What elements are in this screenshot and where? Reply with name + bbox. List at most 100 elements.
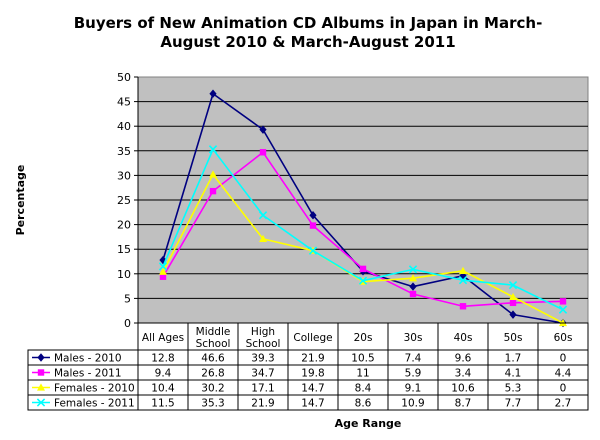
data-label: 7.4 — [405, 353, 422, 365]
data-label: 3.4 — [455, 368, 472, 380]
data-label: 5.9 — [405, 368, 422, 380]
data-point — [259, 234, 267, 242]
data-label: 46.6 — [201, 353, 225, 365]
data-label: 39.3 — [251, 353, 274, 365]
data-point — [409, 282, 417, 291]
y-tick-label: 20 — [117, 219, 131, 232]
data-point — [209, 89, 217, 98]
data-point — [509, 310, 517, 319]
legend-entry: Males - 2010 — [32, 353, 122, 365]
y-tick-label: 50 — [117, 71, 131, 84]
data-label: 26.8 — [201, 368, 224, 380]
legend-marker — [37, 383, 45, 391]
category-label: College — [293, 332, 332, 344]
data-point — [458, 276, 468, 285]
category-label-line: High — [251, 326, 275, 338]
legend-entry: Females - 2010 — [32, 383, 135, 395]
data-point — [159, 267, 167, 275]
data-label: 11 — [356, 368, 369, 380]
data-point — [158, 262, 168, 271]
data-label: 10.4 — [151, 383, 175, 395]
y-tick-label: 35 — [117, 145, 131, 158]
data-point — [408, 265, 418, 274]
marker-stroke — [36, 398, 46, 407]
y-tick-label: 25 — [117, 194, 131, 207]
category-label-line: Middle — [196, 326, 231, 338]
data-label: 19.8 — [301, 368, 324, 380]
series-4 — [158, 145, 568, 314]
data-label: 10.5 — [351, 353, 374, 365]
data-label: 0 — [560, 353, 567, 365]
marker-stroke — [258, 211, 268, 220]
data-label: 8.4 — [355, 383, 372, 395]
legend-marker — [37, 369, 45, 376]
y-tick-label: 40 — [117, 120, 131, 133]
y-tick-label: 0 — [124, 317, 131, 330]
category-label: 30s — [404, 332, 423, 344]
data-label: 30.2 — [201, 383, 224, 395]
marker-stroke — [358, 276, 368, 285]
data-label: 14.7 — [301, 383, 324, 395]
data-label: 8.6 — [355, 398, 372, 410]
data-point — [209, 170, 217, 178]
data-point — [508, 280, 518, 290]
legend-label: Females - 2011 — [54, 398, 135, 410]
chart-title-line-1: Buyers of New Animation CD Albums in Jap… — [74, 14, 543, 32]
data-label: 0 — [560, 383, 567, 395]
data-point — [209, 187, 217, 195]
data-point — [259, 125, 267, 134]
y-tick-label: 15 — [117, 243, 131, 256]
data-point — [459, 266, 467, 274]
marker-stroke — [208, 145, 218, 154]
marker-stroke — [158, 262, 168, 271]
legend-label: Males - 2010 — [54, 353, 122, 365]
legend-marker — [37, 353, 45, 362]
category-label: 50s — [504, 332, 523, 344]
data-point — [559, 298, 567, 305]
category-label: 60s — [554, 332, 573, 344]
data-point — [558, 305, 568, 314]
data-label: 9.6 — [455, 353, 472, 365]
legend-marker — [36, 398, 46, 407]
data-label: 10.9 — [401, 398, 424, 410]
category-label: 20s — [354, 332, 373, 344]
data-point — [308, 246, 318, 255]
data-label: 12.8 — [151, 353, 174, 365]
data-point — [409, 274, 417, 282]
data-point — [309, 222, 317, 229]
data-label: 10.6 — [451, 383, 475, 395]
data-label: 8.7 — [455, 398, 472, 410]
data-point — [509, 292, 517, 301]
data-label: 11.5 — [151, 398, 174, 410]
data-label: 9.4 — [155, 368, 172, 380]
y-axis-ticks: 0 5 10 15 20 25 30 35 40 45 50 — [117, 71, 138, 330]
category-label-line: School — [246, 338, 281, 350]
data-label: 4.1 — [505, 368, 522, 380]
data-label: 9.1 — [405, 383, 422, 395]
data-label: 21.9 — [301, 353, 324, 365]
data-point — [259, 149, 267, 156]
data-label: 14.7 — [301, 398, 324, 410]
category-label: All Ages — [142, 332, 184, 344]
data-label: 34.7 — [251, 368, 274, 380]
legend-label: Females - 2010 — [54, 383, 135, 395]
data-point — [459, 303, 467, 310]
series-lines — [158, 89, 568, 328]
data-point — [208, 145, 218, 154]
data-label: 1.7 — [505, 353, 522, 365]
category-label: 40s — [454, 332, 473, 344]
data-point — [409, 290, 417, 298]
data-label: 4.4 — [555, 368, 572, 380]
marker-stroke — [508, 280, 518, 290]
data-point — [258, 211, 268, 220]
y-tick-label: 5 — [124, 292, 131, 305]
data-label: 7.7 — [505, 398, 522, 410]
marker-stroke — [308, 246, 318, 255]
y-axis-label: Percentage — [14, 165, 27, 236]
chart-title-line-2: August 2010 & March-August 2011 — [160, 33, 455, 51]
y-tick-label: 30 — [117, 169, 131, 182]
y-tick-label: 10 — [117, 268, 131, 281]
data-point — [358, 276, 368, 285]
